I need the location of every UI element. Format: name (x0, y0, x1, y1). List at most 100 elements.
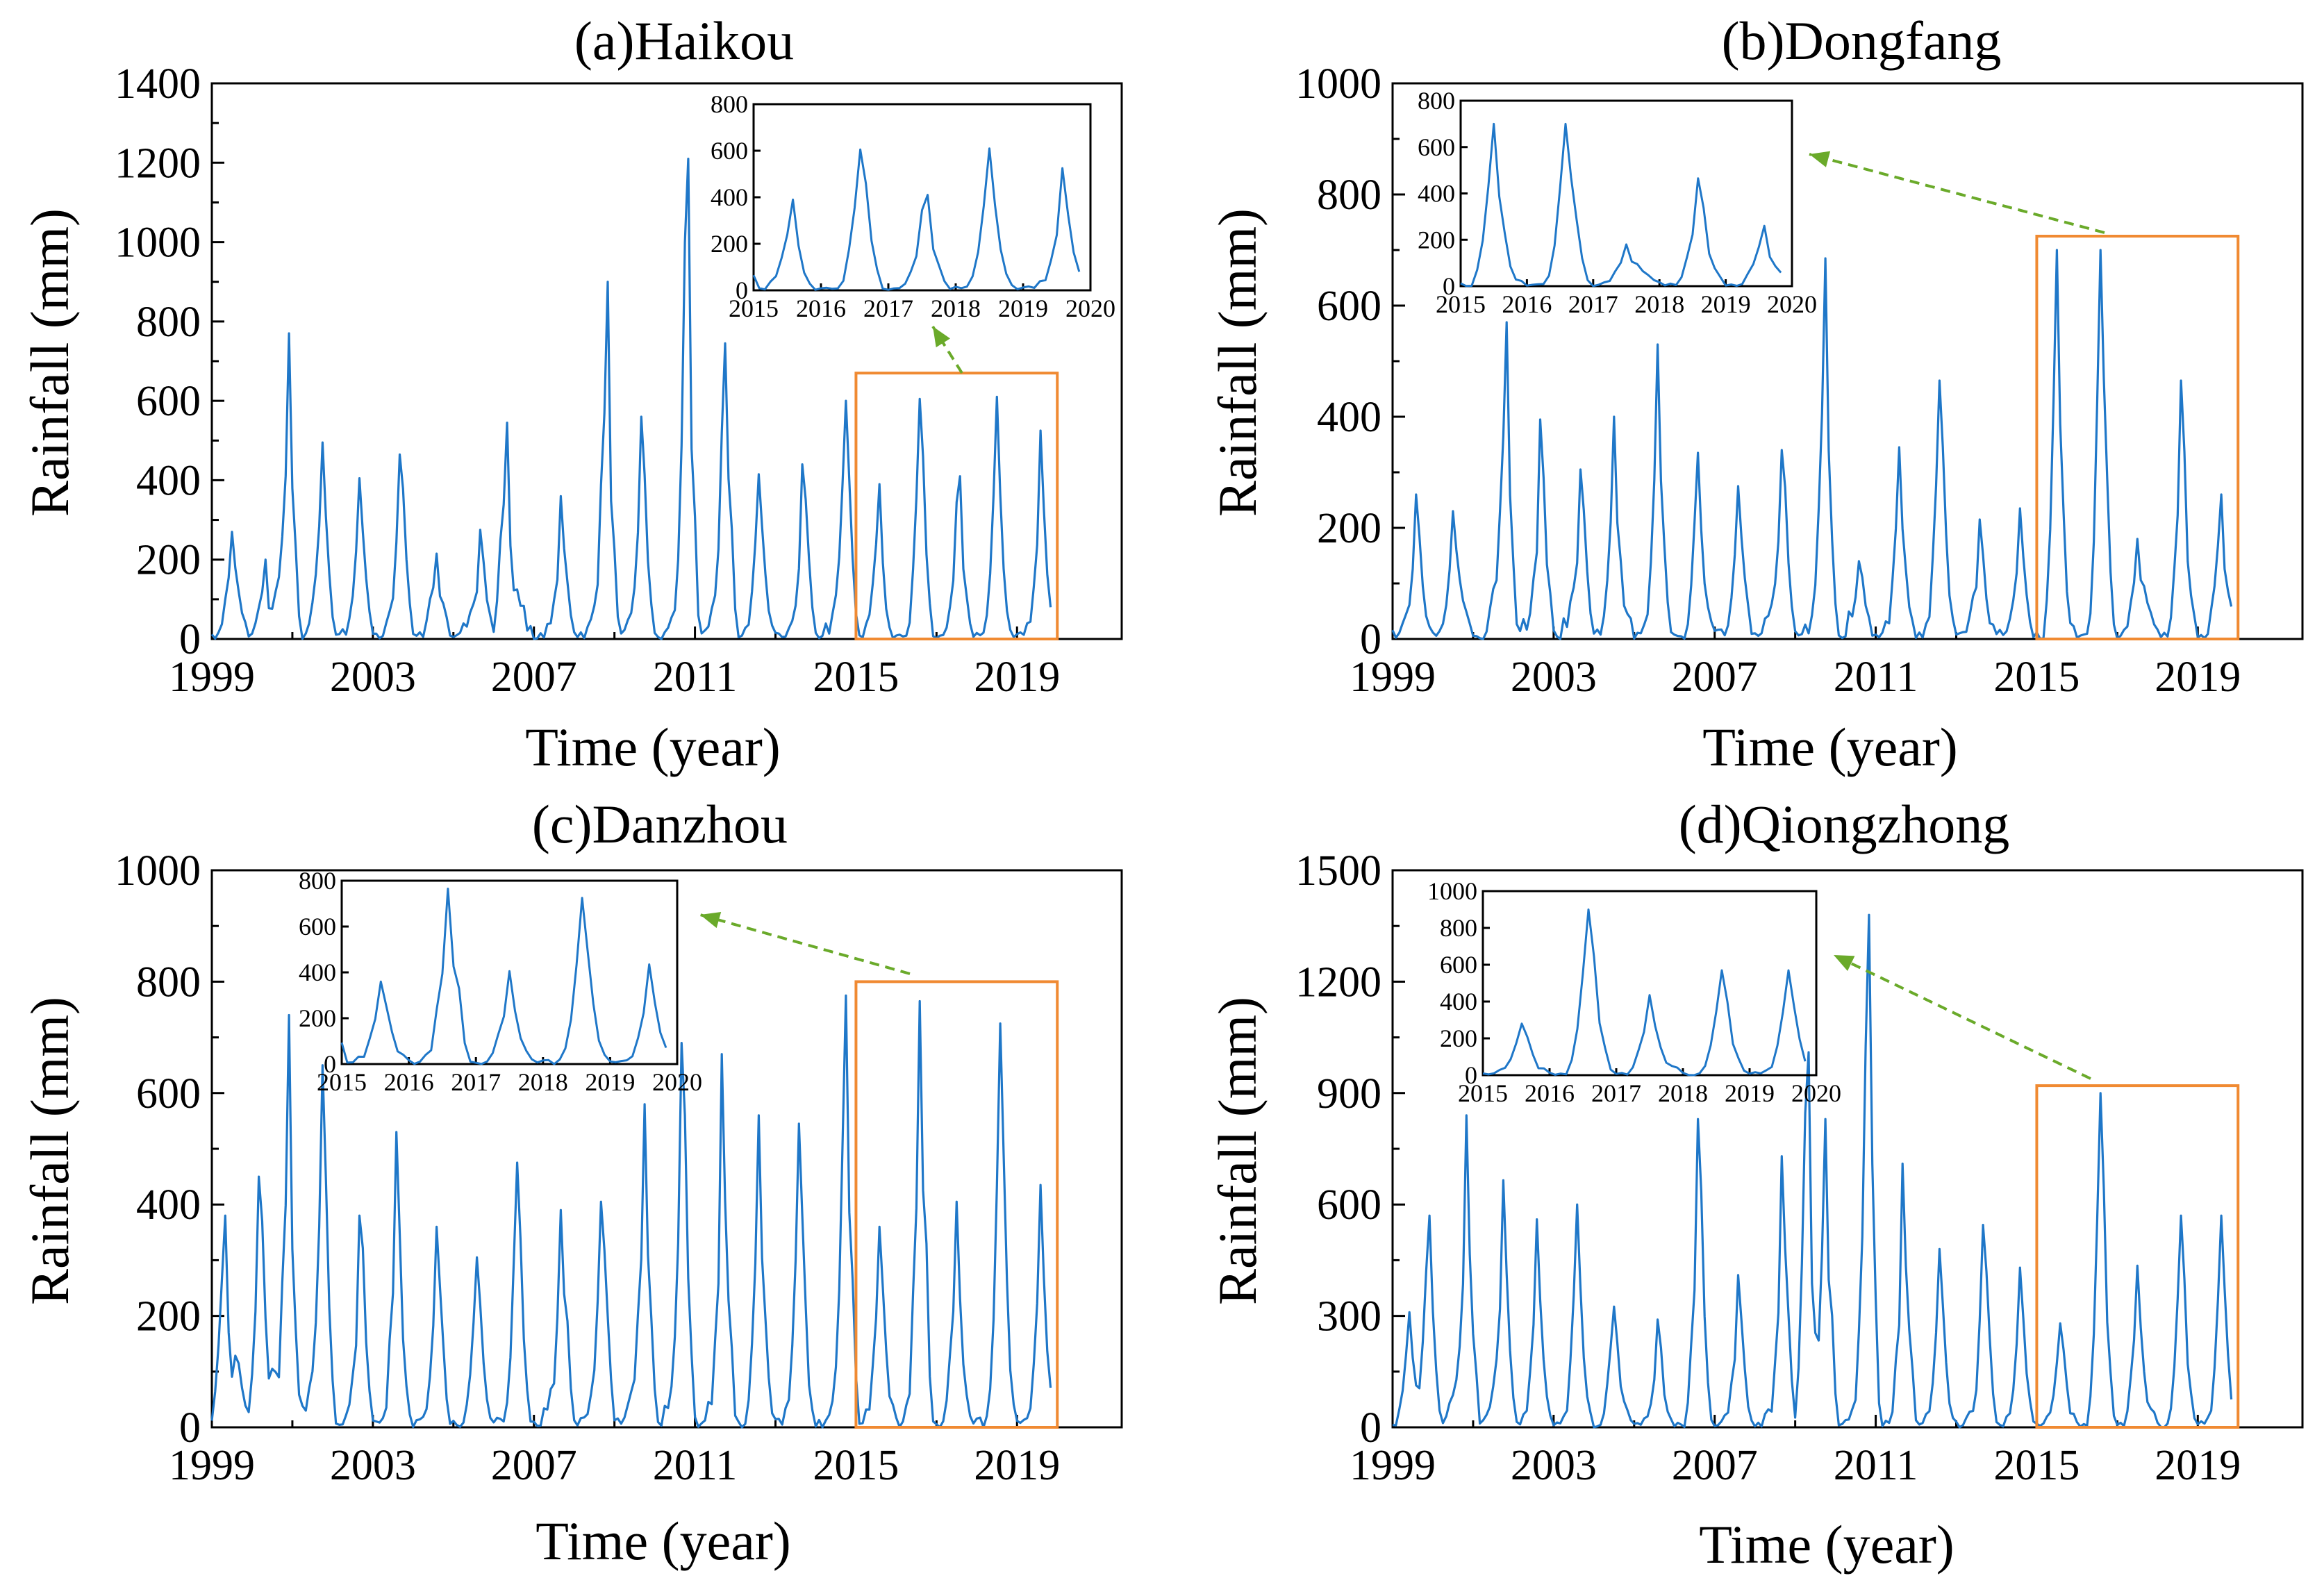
panel-b-plot-frame (1391, 82, 2304, 640)
panel-a-rainfall-line (210, 158, 1052, 640)
panel-a: (a)Haikou Time (year) Rainfall (mm) (19, 10, 794, 777)
panel-a-inset-rainfall-line (752, 147, 1081, 291)
panel-b-y-tick-label: 800 (1317, 172, 1381, 219)
panel-a-inset-x-tick-label: 2016 (796, 294, 846, 322)
panel-a-y-tick-label: 1000 (115, 219, 201, 267)
panel-c-x-tick-label: 1999 (169, 1442, 255, 1489)
panel-d-inset-x-tick-label: 2016 (1525, 1079, 1575, 1107)
panel-d-inset-x-tick-label: 2018 (1658, 1079, 1708, 1107)
panel-c-inset: 2015 2016 2017 2018 2019 2020 0 200 400 600 800 (299, 867, 702, 1096)
panel-c-x-tick-label: 2011 (653, 1442, 738, 1489)
panel-d-x-tick-label: 2015 (1993, 1442, 2080, 1489)
panel-c-inset-x-tick-label: 2015 (317, 1068, 367, 1096)
panel-d-y-tick-label: 900 (1317, 1070, 1381, 1118)
panel-d-y-tick-label: 300 (1317, 1293, 1381, 1340)
panel-a-y-tick-label: 600 (136, 378, 201, 425)
panel-d-plot: 1999 2003 2007 2011 2015 2019 0 300 600 900 1200 15… (1295, 847, 2304, 1489)
panel-c-y-tick-label: 400 (136, 1181, 201, 1229)
panel-b-inset-y-tick-label: 600 (1418, 133, 1455, 161)
panel-b-x-tick-label: 1999 (1350, 654, 1436, 701)
panel-c-x-tick-label: 2019 (974, 1442, 1060, 1489)
panel-c-x-axis-label: Time (year) (536, 1511, 791, 1571)
panel-b-x-tick-label: 2011 (1834, 654, 1918, 701)
panel-c-y-tick-label: 600 (136, 1070, 201, 1118)
panel-c-pointer-arrow-head (700, 912, 722, 929)
panel-d-pointer-arrow-head (1834, 955, 1855, 971)
panel-a-inset: 2015 2016 2017 2018 2019 2020 0 200 400 600 800 (711, 90, 1115, 322)
panel-d-y-tick-label: 1200 (1295, 958, 1381, 1006)
panel-b-title: (b)Dongfang (1722, 10, 2002, 71)
panel-a-pointer-arrow-head (933, 326, 951, 348)
panel-a-x-tick-label: 2003 (330, 654, 416, 701)
panel-b-x-tick-label: 2015 (1993, 654, 2080, 701)
panel-b-inset-x-tick-label: 2015 (1436, 290, 1486, 318)
panel-d-y-axis-label: Rainfall (mm) (1207, 997, 1268, 1305)
panel-a-x-tick-label: 2015 (813, 654, 899, 701)
panel-b-highlight-box (2035, 235, 2240, 640)
panel-c-plot-frame (210, 869, 1123, 1429)
panel-c-y-tick-label: 800 (136, 958, 201, 1006)
panel-a-inset-y-tick-label: 600 (711, 137, 748, 165)
panel-c-inset-y-tick-label: 0 (324, 1050, 336, 1078)
panel-d-x-axis-label: Time (year) (1699, 1514, 1954, 1575)
panel-d-inset-y-tick-label: 600 (1440, 951, 1477, 979)
panel-b-x-tick-label: 2019 (2155, 654, 2241, 701)
panel-a-x-tick-label: 2011 (653, 654, 738, 701)
panel-b-y-tick-label: 200 (1317, 505, 1381, 552)
panel-d-x-tick-label: 2011 (1834, 1442, 1918, 1489)
panel-a-title: (a)Haikou (574, 10, 794, 71)
panel-b-plot: 1999 2003 2007 2011 2015 2019 0 200 400 600 800 100… (1295, 60, 2304, 701)
panel-b-inset-rainfall-line (1460, 122, 1782, 288)
panel-d-x-tick-label: 1999 (1350, 1442, 1436, 1489)
panel-a-highlight-box (854, 372, 1059, 641)
panel-a-inset-x-tick-label: 2017 (863, 294, 913, 322)
panel-d-inset-x-tick-label: 2019 (1725, 1079, 1775, 1107)
panel-b-inset-x-tick-label: 2019 (1701, 290, 1751, 318)
panel-a-y-tick-label: 400 (136, 457, 201, 504)
panel-d-y-tick-label: 0 (1360, 1404, 1381, 1452)
panel-a-x-tick-label: 2019 (974, 654, 1060, 701)
panel-b-inset-y-tick-label: 200 (1418, 226, 1455, 254)
panel-c-inset-y-tick-label: 600 (299, 913, 336, 940)
panel-d-inset-y-tick-label: 1000 (1427, 877, 1477, 905)
panel-a-plot: 1999 2003 2007 2011 2015 2019 0 200 400 600 800 100… (115, 60, 1123, 701)
panel-d-inset-rainfall-line (1482, 908, 1807, 1077)
panel-b-pointer-arrow-head (1809, 151, 1831, 167)
panel-a-inset-frame (752, 103, 1092, 292)
panel-a-x-tick-label: 2007 (491, 654, 577, 701)
panel-a-inset-x-tick-label: 2019 (998, 294, 1048, 322)
panel-d-inset-x-tick-label: 2020 (1791, 1079, 1841, 1107)
panel-a-inset-y-tick-label: 200 (711, 230, 748, 258)
panel-c-x-tick-label: 2007 (491, 1442, 577, 1489)
panel-a-y-tick-label: 800 (136, 299, 201, 346)
panel-d-inset-y-tick-label: 800 (1440, 914, 1477, 942)
panel-b-inset-frame (1459, 99, 1793, 288)
panel-b: (b)Dongfang Time (year) Rainfall (mm) (1207, 10, 2001, 777)
panel-d-rainfall-line (1392, 913, 2233, 1429)
panel-c-y-tick-label: 0 (179, 1404, 201, 1452)
panel-a-pointer-arrow-line (931, 325, 963, 374)
panel-a-y-axis-label: Rainfall (mm) (19, 208, 80, 517)
panel-c-y-tick-label: 200 (136, 1293, 201, 1340)
panel-b-x-tick-label: 2007 (1672, 654, 1758, 701)
panel-c-plot: 1999 2003 2007 2011 2015 2019 0 200 400 600 800 100… (115, 847, 1123, 1489)
panel-c-inset-rainfall-line (340, 888, 667, 1065)
panel-c-inset-y-tick-label: 800 (299, 867, 336, 895)
panel-d-inset-y-tick-label: 0 (1465, 1061, 1477, 1089)
panel-b-inset-x-tick-label: 2017 (1568, 290, 1618, 318)
panel-c-inset-y-tick-label: 400 (299, 958, 336, 986)
panel-b-rainfall-line (1391, 249, 2233, 640)
panel-a-y-tick-label: 200 (136, 537, 201, 584)
panel-d-inset-x-tick-label: 2015 (1458, 1079, 1508, 1107)
panel-d-inset: 2015 2016 2017 2018 2019 2020 0 200 400 600 800 100… (1427, 877, 1841, 1107)
panel-d-pointer-arrow-line (1833, 954, 2091, 1080)
panel-b-inset-y-tick-label: 0 (1443, 272, 1455, 300)
panel-a-x-tick-label: 1999 (169, 654, 255, 701)
panel-b-inset-y-tick-label: 400 (1418, 180, 1455, 208)
panel-b-x-tick-label: 2003 (1511, 654, 1597, 701)
panel-c-inset-x-tick-label: 2017 (451, 1068, 501, 1096)
panel-a-y-tick-label: 1200 (115, 140, 201, 187)
panel-b-inset: 2015 2016 2017 2018 2019 2020 0 200 400 600 800 (1418, 87, 1817, 318)
panel-b-y-axis-label: Rainfall (mm) (1207, 208, 1268, 517)
panel-d-x-tick-label: 2003 (1511, 1442, 1597, 1489)
